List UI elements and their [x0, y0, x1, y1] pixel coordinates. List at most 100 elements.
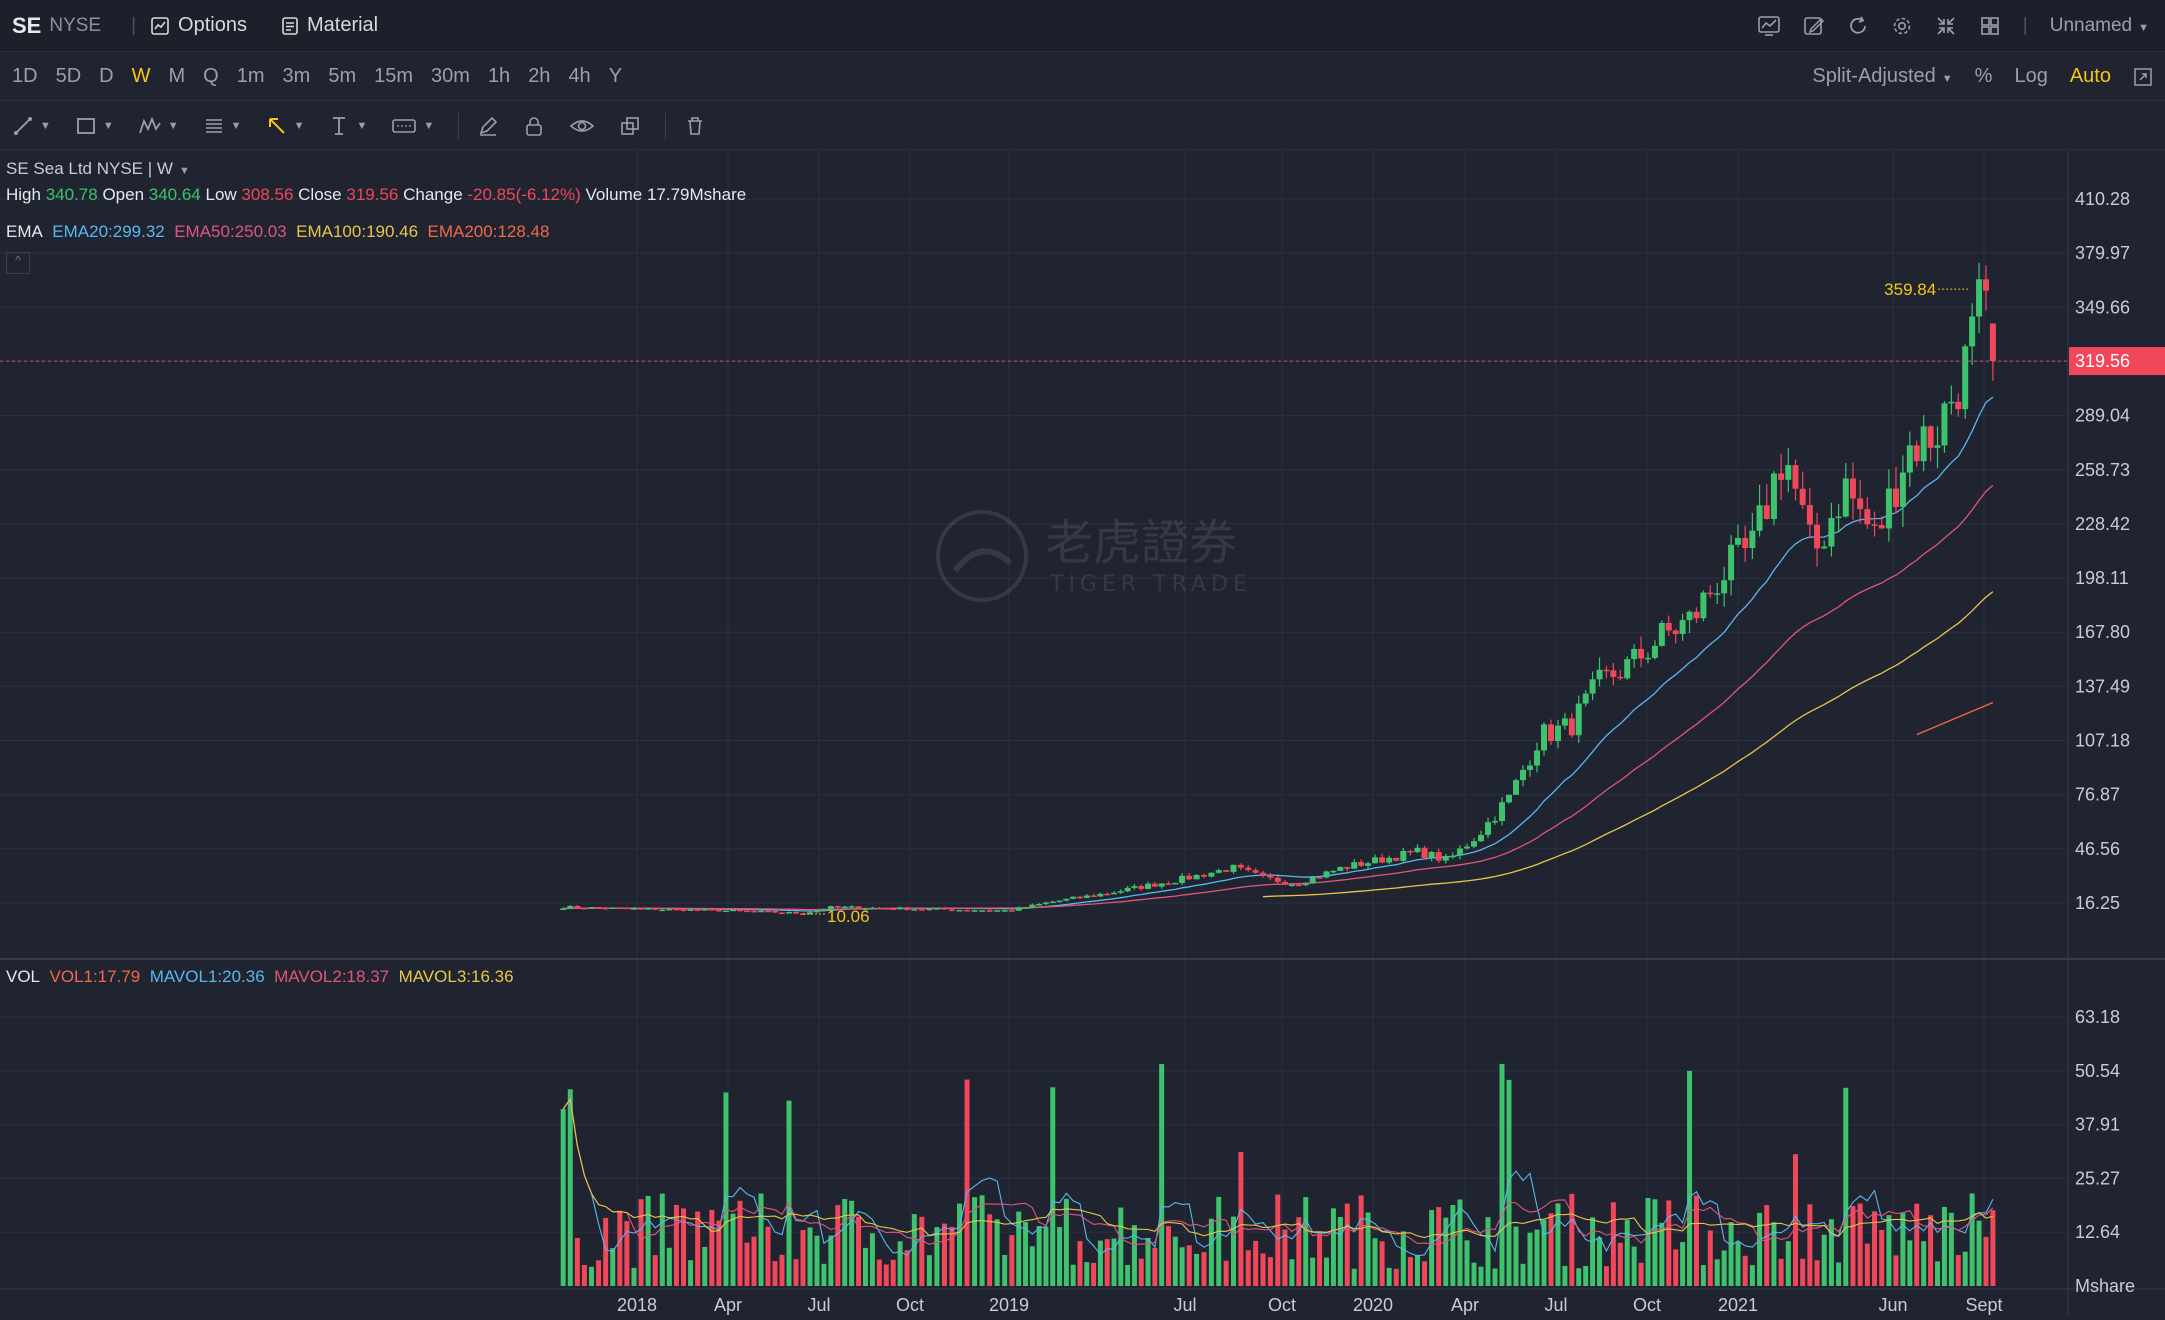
pattern-tool[interactable]: ▼: [138, 115, 179, 137]
candle-body: [1097, 893, 1104, 897]
cursor-tool[interactable]: ▼: [266, 115, 304, 137]
candle-body: [1871, 524, 1878, 526]
price-label-tool[interactable]: ▼: [391, 115, 434, 137]
layout-grid-icon[interactable]: [1979, 15, 2001, 37]
candle-body: [1700, 592, 1707, 619]
fibonacci-tool[interactable]: ▼: [203, 115, 242, 137]
visibility-tool[interactable]: [569, 115, 595, 137]
volume-bar: [1009, 1235, 1015, 1286]
volume-bar: [1721, 1250, 1727, 1286]
period-30m[interactable]: 30m: [431, 65, 470, 87]
volume-bar: [1499, 1063, 1505, 1286]
candle-body: [1499, 802, 1505, 822]
price-tick-label: 228.42: [2075, 514, 2130, 534]
volume-bar: [1935, 1261, 1941, 1286]
volume-bar: [1843, 1087, 1849, 1286]
fibonacci-lines-icon: [205, 118, 222, 133]
period-1m[interactable]: 1m: [236, 65, 265, 87]
period-3m[interactable]: 3m: [282, 65, 311, 87]
period-d[interactable]: D: [99, 65, 114, 87]
mavol1-value: MAVOL1:20.36: [149, 967, 265, 986]
volume-bar: [1186, 1245, 1192, 1286]
volume-bar: [1091, 1262, 1097, 1286]
candle-body: [1658, 622, 1665, 646]
period-q[interactable]: Q: [203, 65, 219, 87]
candle-body: [744, 910, 750, 913]
material-label: Material: [306, 14, 379, 36]
period-y[interactable]: Y: [608, 65, 623, 87]
line-tool[interactable]: ▼: [12, 115, 51, 137]
delete-tool[interactable]: [684, 115, 706, 137]
period-1h[interactable]: 1h: [487, 65, 511, 87]
drawing-edit-icon[interactable]: [1803, 15, 1825, 37]
percent-toggle[interactable]: %: [1974, 65, 1993, 87]
candle-body: [1421, 847, 1428, 858]
volume-bar: [1238, 1151, 1244, 1286]
rectangle-tool[interactable]: ▼: [75, 115, 114, 137]
expand-icon[interactable]: [2133, 67, 2153, 87]
volume-bar: [1821, 1234, 1827, 1286]
volume-bar: [1590, 1217, 1596, 1286]
watermark-cn: 老虎證券: [1045, 515, 1237, 571]
volume-bar: [994, 1219, 1000, 1286]
gear-icon[interactable]: [1891, 15, 1913, 37]
volume-bar: [1208, 1218, 1214, 1286]
period-w[interactable]: W: [131, 65, 151, 87]
text-tool[interactable]: ▼: [328, 115, 367, 137]
chevron-down-icon[interactable]: ▼: [178, 165, 190, 177]
refresh-icon[interactable]: [1847, 15, 1869, 37]
ema-legend[interactable]: EMA EMA20:299.32 EMA50:250.03 EMA100:190…: [6, 222, 549, 242]
log-toggle[interactable]: Log: [2014, 65, 2048, 87]
indicator-chart-icon[interactable]: [1757, 15, 1781, 37]
volume-bars: [560, 1063, 1996, 1286]
volume-bar: [1955, 1255, 1961, 1286]
period-2h[interactable]: 2h: [528, 65, 551, 87]
candle-body: [1568, 718, 1575, 736]
candle-body: [1849, 478, 1856, 499]
chevron-down-icon: ▼: [102, 119, 114, 132]
candle-body: [1029, 904, 1036, 908]
candle-body: [1042, 902, 1049, 905]
layout-name-dropdown[interactable]: Unnamed ▼: [2050, 15, 2149, 37]
candle-body: [1644, 657, 1651, 660]
volume-bar: [688, 1260, 694, 1286]
period-1d[interactable]: 1D: [12, 65, 38, 87]
auto-toggle[interactable]: Auto: [2069, 65, 2111, 87]
volume-bar: [1379, 1241, 1385, 1286]
volume-bar: [1422, 1261, 1428, 1286]
volume-bar: [1807, 1204, 1813, 1286]
period-m[interactable]: M: [168, 65, 186, 87]
collapse-legend-button[interactable]: ^: [6, 252, 30, 274]
candle-body: [1857, 498, 1864, 510]
period-4h[interactable]: 4h: [568, 65, 591, 87]
period-5m[interactable]: 5m: [328, 65, 357, 87]
candle-body: [1456, 848, 1463, 856]
drawing-toolbar: ▼ ▼ ▼ ▼ ▼ ▼ ▼: [0, 102, 2165, 150]
candle-body: [1344, 866, 1351, 869]
stock-chart[interactable]: 老虎證券 TIGER TRADE 410.28 379.97 349.66 289.0…: [0, 151, 2165, 1320]
period-15m[interactable]: 15m: [374, 65, 414, 87]
candle-body: [581, 907, 588, 910]
candle-body: [1520, 769, 1526, 781]
lock-tool[interactable]: [523, 115, 545, 137]
brush-tool[interactable]: [477, 115, 499, 137]
collapse-icon[interactable]: [1935, 15, 1957, 37]
volume-bar: [1063, 1198, 1069, 1286]
candle-body: [574, 905, 581, 908]
clone-tool[interactable]: [619, 115, 641, 137]
volume-bar: [1962, 1251, 1968, 1286]
candle-body: [1022, 907, 1029, 909]
candle-body: [751, 910, 757, 913]
material-menu-button[interactable]: Material: [281, 14, 378, 37]
candle-body: [1309, 877, 1316, 884]
chart-grid: [0, 151, 2165, 1316]
change-value: -20.85(-6.12%): [467, 185, 581, 204]
period-5d[interactable]: 5D: [55, 65, 82, 87]
ticker-symbol[interactable]: SE: [12, 12, 42, 38]
volume-bar: [1084, 1262, 1090, 1286]
candle-body: [1372, 857, 1379, 864]
adjust-dropdown[interactable]: Split-Adjusted ▼: [1812, 65, 1952, 88]
options-menu-button[interactable]: Options: [150, 14, 247, 37]
candle-body: [1001, 910, 1008, 912]
vol-legend[interactable]: VOL VOL1:17.79 MAVOL1:20.36 MAVOL2:18.37…: [6, 967, 514, 987]
